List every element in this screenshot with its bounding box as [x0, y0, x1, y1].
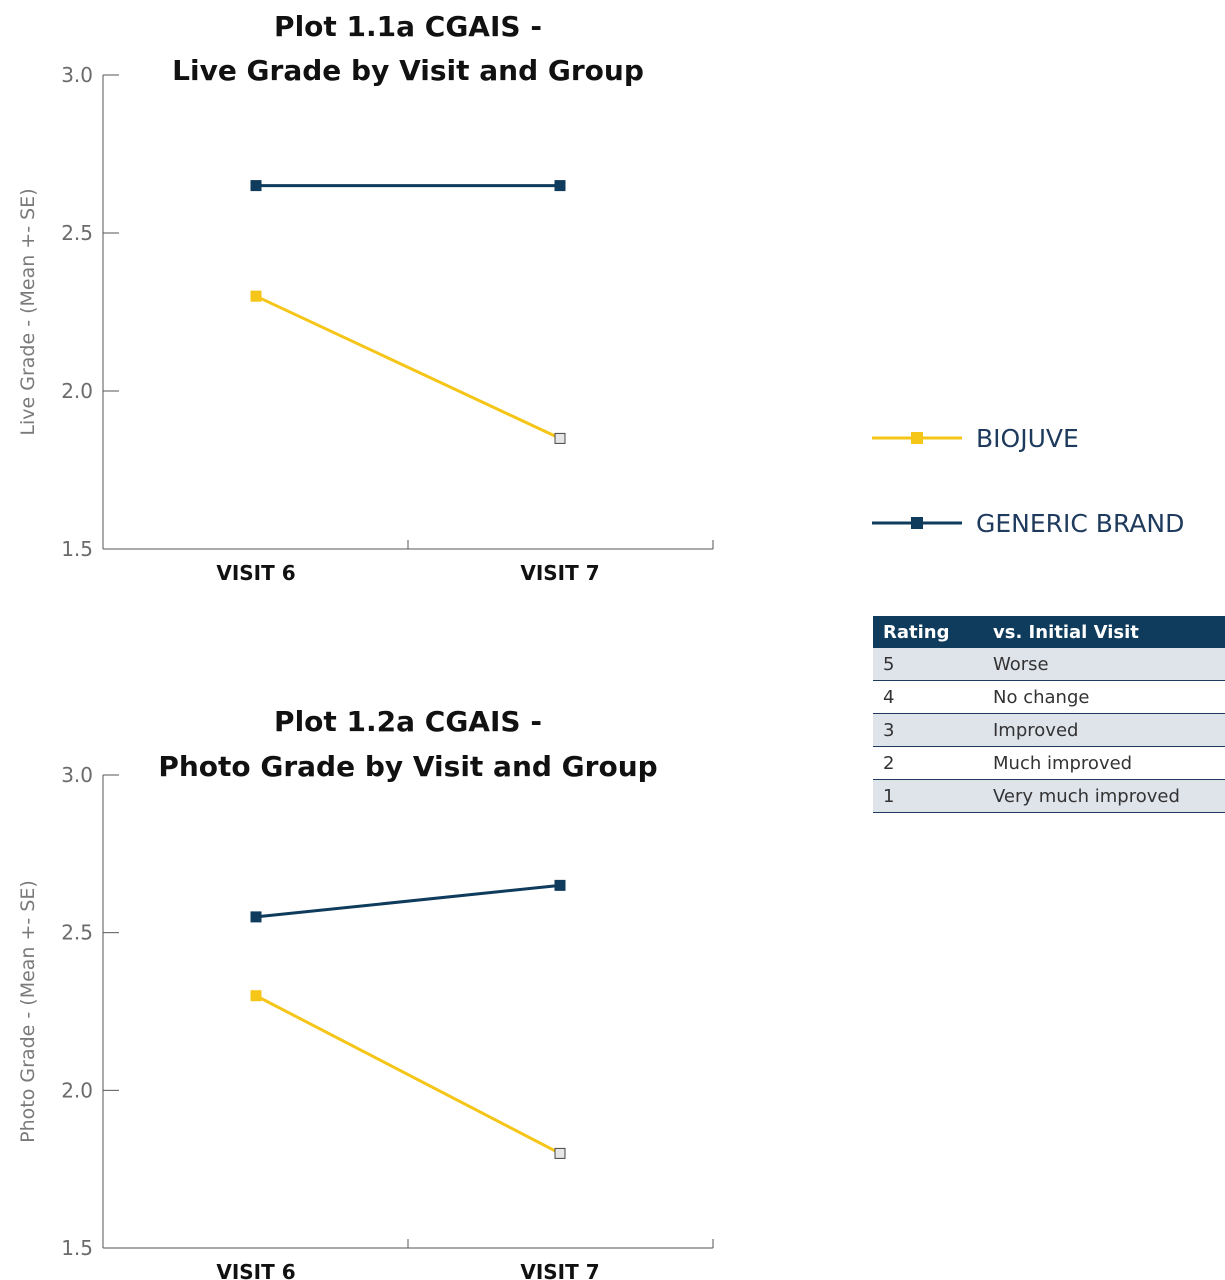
chart2-title-line: Plot 1.2a CGAIS -	[274, 705, 542, 738]
chart2-title-line: Photo Grade by Visit and Group	[158, 750, 657, 783]
chart2-y-tick-label: 2.5	[61, 921, 93, 945]
table-row: 2 Much improved	[873, 746, 1225, 780]
rating-cell: 5	[873, 648, 983, 681]
rating-cell: 4	[873, 680, 983, 714]
description-cell: Worse	[983, 648, 1225, 681]
vs-initial-visit-column-header: vs. Initial Visit	[983, 616, 1225, 648]
chart2-y-tick-label: 1.5	[61, 1236, 93, 1260]
chart1-title-line: Plot 1.1a CGAIS -	[274, 10, 542, 43]
rating-cell: 2	[873, 746, 983, 780]
chart2-x-category-label: VISIT 6	[216, 1260, 295, 1280]
rating-table-header: Rating vs. Initial Visit	[873, 616, 1225, 648]
chart1-y-axis-label: Live Grade - (Mean +- SE)	[17, 188, 39, 435]
chart2-y-tick-label: 2.0	[61, 1078, 93, 1102]
chart2-y-axis-label: Photo Grade - (Mean +- SE)	[17, 880, 39, 1143]
chart2-data-point-generic-brand	[554, 879, 566, 891]
chart2-series-line-biojuve	[255, 994, 561, 1155]
rating-column-header: Rating	[873, 616, 983, 648]
legend-label-generic-brand: GENERIC BRAND	[976, 509, 1184, 538]
rating-cell: 3	[873, 713, 983, 747]
chart1-series-line-biojuve	[255, 294, 561, 440]
chart1-title-line: Live Grade by Visit and Group	[172, 54, 644, 87]
chart2-y-tick-label: 3.0	[61, 763, 93, 787]
legend-marker-generic-brand	[911, 517, 923, 529]
chart2-data-point-biojuve	[554, 1147, 566, 1159]
chart1-data-point-generic-brand	[250, 180, 262, 192]
legend-label-biojuve: BIOJUVE	[976, 424, 1079, 453]
chart2-series-line-generic-brand	[255, 883, 561, 919]
rating-cell: 1	[873, 779, 983, 813]
rating-table: Rating vs. Initial Visit 5 Worse 4 No ch…	[873, 616, 1225, 813]
description-cell: Very much improved	[983, 779, 1225, 813]
chart1-x-category-label: VISIT 7	[520, 561, 599, 585]
chart1-y-tick-label: 3.0	[61, 63, 93, 87]
description-cell: No change	[983, 680, 1225, 714]
legend-item-generic-brand: GENERIC BRAND	[872, 509, 1184, 538]
table-row: 4 No change	[873, 680, 1225, 714]
chart1-data-point-biojuve	[554, 432, 566, 444]
description-cell: Improved	[983, 713, 1225, 747]
chart1-data-point-biojuve	[250, 290, 262, 302]
chart1-data-point-generic-brand	[554, 180, 566, 192]
chart2-data-point-generic-brand	[250, 911, 262, 923]
legend-marker-biojuve	[911, 432, 923, 444]
chart1-y-tick-label: 1.5	[61, 537, 93, 561]
table-row: 3 Improved	[873, 713, 1225, 747]
chart2-data-point-biojuve	[250, 990, 262, 1002]
chart1-y-tick-label: 2.5	[61, 221, 93, 245]
chart2-x-category-label: VISIT 7	[520, 1260, 599, 1280]
chart1-y-tick-label: 2.0	[61, 379, 93, 403]
table-row: 5 Worse	[873, 648, 1225, 681]
legend-item-biojuve: BIOJUVE	[872, 424, 1079, 453]
table-row: 1 Very much improved	[873, 779, 1225, 813]
chart1-x-category-label: VISIT 6	[216, 561, 295, 585]
description-cell: Much improved	[983, 746, 1225, 780]
